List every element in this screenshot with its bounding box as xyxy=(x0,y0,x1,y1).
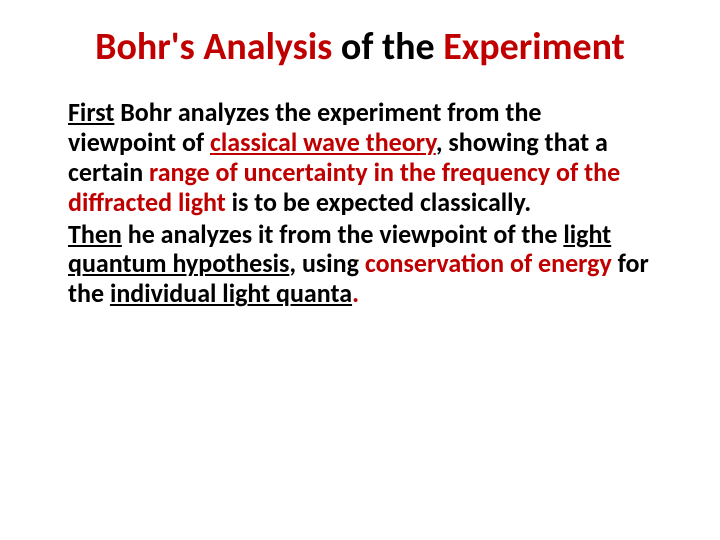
title-part-3: Experiment xyxy=(443,24,625,70)
slide-body: First Bohr analyzes the experiment from … xyxy=(48,98,672,309)
p2-run-5: conservation of energy xyxy=(365,247,612,279)
p2-run-8: . xyxy=(352,277,359,309)
p2-run-1: Then xyxy=(68,218,122,250)
slide-title: Bohr's Analysis of the Experiment xyxy=(48,24,672,70)
p1-run-6: is to be expected classically. xyxy=(226,186,531,218)
slide: Bohr's Analysis of the Experiment First … xyxy=(0,0,720,540)
title-part-1: Bohr's Analysis xyxy=(95,24,332,70)
p2-run-2: he analyzes it from the viewpoint of the xyxy=(122,218,563,250)
paragraph-2: Then he analyzes it from the viewpoint o… xyxy=(68,220,652,310)
p1-run-3: classical wave theory xyxy=(210,126,436,158)
p2-run-7: individual light quanta xyxy=(110,277,352,309)
p1-run-1: First xyxy=(68,96,114,128)
paragraph-1: First Bohr analyzes the experiment from … xyxy=(68,98,652,218)
title-part-2: of the xyxy=(332,24,443,70)
p2-run-4: , using xyxy=(289,247,364,279)
